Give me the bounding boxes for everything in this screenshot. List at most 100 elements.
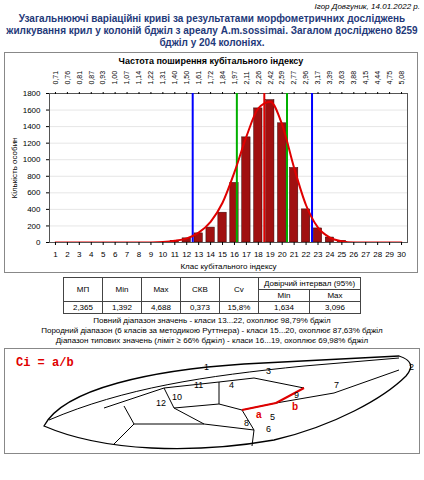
- svg-text:26: 26: [349, 250, 358, 259]
- svg-text:19: 19: [266, 250, 275, 259]
- svg-text:12: 12: [156, 398, 166, 408]
- html-text:Max: Max: [153, 285, 169, 294]
- svg-text:22: 22: [302, 250, 311, 259]
- svg-text:1,31: 1,31: [159, 71, 166, 85]
- svg-text:2,11: 2,11: [243, 71, 250, 84]
- svg-text:24: 24: [325, 250, 334, 259]
- svg-text:25: 25: [337, 250, 346, 259]
- svg-text:1,50: 1,50: [183, 71, 190, 85]
- svg-text:12: 12: [182, 250, 191, 259]
- svg-text:1,22: 1,22: [147, 71, 154, 85]
- svg-text:400: 400: [27, 205, 41, 214]
- svg-text:0,71: 0,71: [52, 71, 59, 85]
- svg-text:5: 5: [101, 250, 106, 259]
- svg-text:16: 16: [230, 250, 239, 259]
- svg-text:3,17: 3,17: [314, 71, 321, 85]
- html-text:2,365: 2,365: [72, 303, 93, 312]
- svg-text:3,63: 3,63: [338, 71, 345, 85]
- html-text:Min: Min: [277, 291, 291, 300]
- svg-text:1400: 1400: [23, 122, 41, 131]
- svg-text:15: 15: [218, 250, 227, 259]
- svg-text:28: 28: [373, 250, 382, 259]
- svg-text:6: 6: [266, 424, 271, 434]
- svg-text:200: 200: [27, 222, 41, 231]
- svg-text:Ci = a/b: Ci = a/b: [16, 356, 74, 370]
- svg-text:11: 11: [194, 380, 203, 390]
- html-text:Min: Min: [115, 285, 129, 294]
- svg-text:1,07: 1,07: [123, 71, 130, 85]
- svg-text:1,72: 1,72: [207, 71, 214, 85]
- html-text:Узагальнюючі варіаційні криві: Узагальнюючі варіаційні криві за результ…: [6, 13, 418, 48]
- svg-text:23: 23: [314, 250, 323, 259]
- html-text:СКВ: СКВ: [192, 285, 208, 294]
- svg-text:4,75: 4,75: [386, 71, 393, 85]
- svg-text:7: 7: [125, 250, 130, 259]
- svg-text:5: 5: [270, 412, 275, 422]
- svg-text:10: 10: [172, 392, 182, 402]
- svg-text:1,97: 1,97: [231, 71, 238, 85]
- svg-text:0,87: 0,87: [88, 71, 95, 85]
- svg-text:2,59: 2,59: [278, 71, 285, 85]
- svg-text:1,61: 1,61: [195, 71, 202, 85]
- svg-text:30: 30: [397, 250, 406, 259]
- svg-text:1600: 1600: [23, 106, 41, 115]
- svg-text:3: 3: [77, 250, 82, 259]
- html-text:Частота поширення кубітального: Частота поширення кубітального індексу: [118, 56, 304, 66]
- html-text:МП: МП: [76, 285, 90, 294]
- svg-text:9: 9: [149, 250, 154, 259]
- svg-text:4,15: 4,15: [362, 71, 369, 85]
- svg-text:1200: 1200: [23, 139, 41, 148]
- html-text:Довірчий інтервал (95%): Довірчий інтервал (95%): [264, 279, 355, 288]
- svg-text:800: 800: [27, 172, 41, 181]
- svg-text:b: b: [292, 401, 298, 412]
- html-text:Max: Max: [327, 291, 343, 300]
- svg-text:17: 17: [242, 250, 251, 259]
- svg-text:0,76: 0,76: [64, 71, 71, 85]
- svg-text:0: 0: [36, 238, 41, 247]
- svg-text:29: 29: [385, 250, 394, 259]
- svg-text:2: 2: [65, 250, 70, 259]
- svg-text:2,26: 2,26: [255, 71, 262, 85]
- svg-text:3,39: 3,39: [326, 71, 333, 85]
- svg-text:11: 11: [171, 250, 180, 259]
- svg-text:2,42: 2,42: [267, 71, 274, 85]
- html-text:1,392: 1,392: [111, 303, 132, 312]
- svg-text:Клас кубітального індексу: Клас кубітального індексу: [180, 262, 276, 271]
- svg-text:2: 2: [409, 362, 414, 372]
- svg-text:6: 6: [113, 250, 118, 259]
- svg-text:21: 21: [290, 250, 299, 259]
- svg-text:8: 8: [137, 250, 142, 259]
- svg-text:1,14: 1,14: [135, 71, 142, 85]
- svg-text:9: 9: [294, 390, 299, 400]
- svg-text:27: 27: [361, 250, 370, 259]
- svg-text:2,77: 2,77: [290, 71, 297, 85]
- svg-text:1,84: 1,84: [219, 71, 226, 85]
- svg-text:1,40: 1,40: [171, 71, 178, 85]
- svg-text:0,93: 0,93: [99, 71, 106, 85]
- svg-text:5,08: 5,08: [398, 71, 405, 85]
- svg-text:8: 8: [244, 418, 249, 428]
- svg-text:3,88: 3,88: [350, 71, 357, 85]
- svg-text:3: 3: [266, 366, 271, 376]
- svg-text:7: 7: [334, 380, 339, 390]
- svg-text:1000: 1000: [23, 155, 41, 164]
- svg-text:18: 18: [254, 250, 263, 259]
- svg-text:1: 1: [53, 250, 58, 259]
- svg-text:2,96: 2,96: [302, 71, 309, 85]
- svg-text:14: 14: [206, 250, 215, 259]
- svg-text:0,81: 0,81: [76, 71, 83, 85]
- svg-text:4: 4: [229, 380, 234, 390]
- svg-text:600: 600: [27, 188, 41, 197]
- svg-text:1800: 1800: [23, 89, 41, 98]
- svg-text:1: 1: [204, 362, 209, 372]
- svg-text:10: 10: [158, 250, 167, 259]
- svg-text:Кількість особин: Кількість особин: [10, 137, 19, 198]
- svg-text:4,44: 4,44: [374, 71, 381, 85]
- svg-text:4: 4: [89, 250, 94, 259]
- svg-text:a: a: [256, 409, 262, 420]
- html-text:Ігор Довгуник, 14.01.2022 р.: Ігор Довгуник, 14.01.2022 р.: [314, 2, 420, 11]
- svg-text:20: 20: [278, 250, 287, 259]
- html-text:Cv: Cv: [234, 285, 244, 294]
- svg-text:13: 13: [194, 250, 203, 259]
- svg-text:1,00: 1,00: [111, 71, 118, 85]
